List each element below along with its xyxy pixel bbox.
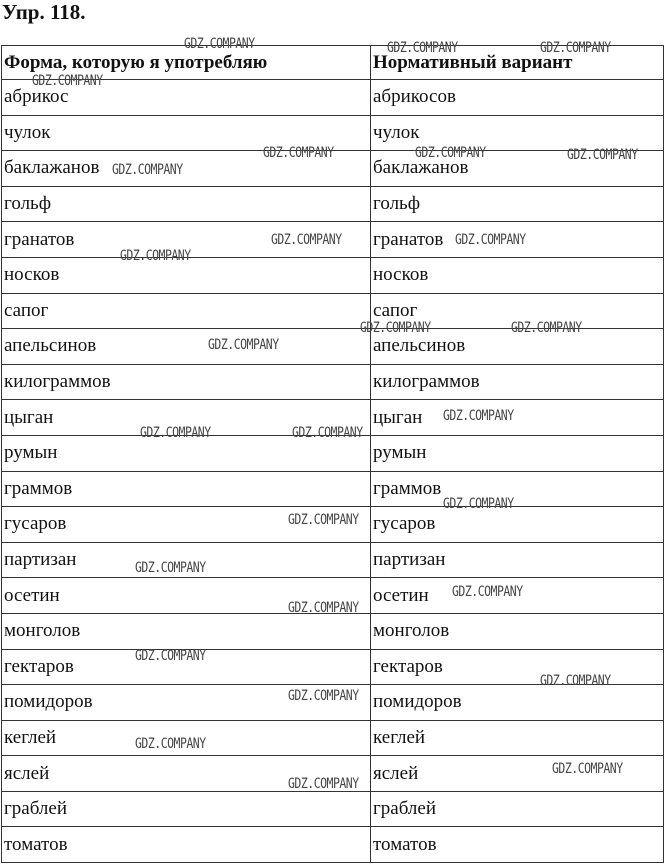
watermark: GDZ.COMPANY bbox=[452, 582, 523, 600]
table-row: партизан партизан bbox=[1, 541, 664, 579]
normative-form-cell: граммов bbox=[370, 470, 664, 508]
used-form-cell: помидоров bbox=[1, 684, 371, 721]
watermark: GDZ.COMPANY bbox=[112, 160, 183, 178]
watermark: GDZ.COMPANY bbox=[135, 734, 206, 752]
used-form-cell: румын bbox=[1, 434, 371, 472]
used-form-cell: монголов bbox=[1, 612, 371, 650]
watermark: GDZ.COMPANY bbox=[415, 143, 486, 161]
watermark: GDZ.COMPANY bbox=[540, 671, 611, 689]
normative-form-cell: томатов bbox=[370, 826, 664, 864]
table-row: румын румын bbox=[1, 434, 664, 472]
watermark: GDZ.COMPANY bbox=[387, 38, 458, 56]
normative-form-cell: цыган bbox=[370, 399, 664, 436]
normative-form-cell: баклажанов bbox=[370, 150, 664, 187]
watermark: GDZ.COMPANY bbox=[32, 71, 103, 89]
used-form-cell: сапог bbox=[1, 292, 371, 330]
table-row: помидоров помидоров bbox=[1, 684, 664, 721]
normative-form-cell: сапог bbox=[370, 292, 664, 330]
watermark: GDZ.COMPANY bbox=[140, 423, 211, 441]
table-row: гольф гольф bbox=[1, 185, 664, 223]
normative-form-cell: гусаров bbox=[370, 506, 664, 543]
watermark: GDZ.COMPANY bbox=[552, 759, 623, 777]
table-row: цыган цыган bbox=[1, 399, 664, 436]
table-row: гектаров гектаров bbox=[1, 648, 664, 686]
used-form-cell: осетин bbox=[1, 577, 371, 614]
watermark: GDZ.COMPANY bbox=[288, 510, 359, 528]
used-form-cell: яслей bbox=[1, 755, 371, 792]
table-row: граммов граммов bbox=[1, 470, 664, 508]
normative-form-cell: кеглей bbox=[370, 719, 664, 757]
watermark: GDZ.COMPANY bbox=[567, 145, 638, 163]
normative-form-cell: носков bbox=[370, 256, 664, 294]
used-form-cell: гольф bbox=[1, 185, 371, 223]
normative-form-cell: партизан bbox=[370, 541, 664, 579]
normative-form-cell: помидоров bbox=[370, 684, 664, 721]
watermark: GDZ.COMPANY bbox=[184, 34, 255, 52]
watermark: GDZ.COMPANY bbox=[271, 230, 342, 248]
table-row: чулок чулок bbox=[1, 114, 664, 152]
used-form-cell: носков bbox=[1, 256, 371, 294]
table-row: яслей яслей bbox=[1, 755, 664, 792]
normative-form-cell: гектаров bbox=[370, 648, 664, 686]
watermark: GDZ.COMPANY bbox=[208, 335, 279, 353]
normative-form-cell: килограммов bbox=[370, 363, 664, 401]
used-form-cell: граммов bbox=[1, 470, 371, 508]
used-form-cell: апельсинов bbox=[1, 328, 371, 365]
watermark: GDZ.COMPANY bbox=[443, 406, 514, 424]
used-form-cell: кеглей bbox=[1, 719, 371, 757]
used-form-cell: гранатов bbox=[1, 221, 371, 258]
table-row: граблей граблей bbox=[1, 790, 664, 828]
used-form-cell: цыган bbox=[1, 399, 371, 436]
table-row: баклажанов баклажанов bbox=[1, 150, 664, 187]
table-row: кеглей кеглей bbox=[1, 719, 664, 757]
normative-form-cell: монголов bbox=[370, 612, 664, 650]
watermark: GDZ.COMPANY bbox=[292, 423, 363, 441]
table-row: гранатов гранатов bbox=[1, 221, 664, 258]
watermark: GDZ.COMPANY bbox=[120, 246, 191, 264]
normative-form-cell: гольф bbox=[370, 185, 664, 223]
exercise-title: Упр. 118. bbox=[2, 0, 86, 24]
watermark: GDZ.COMPANY bbox=[288, 686, 359, 704]
normative-form-cell: чулок bbox=[370, 114, 664, 152]
normative-form-cell: граблей bbox=[370, 790, 664, 828]
normative-form-cell: апельсинов bbox=[370, 328, 664, 365]
watermark: GDZ.COMPANY bbox=[511, 318, 582, 336]
used-form-cell: граблей bbox=[1, 790, 371, 828]
table-row: монголов монголов bbox=[1, 612, 664, 650]
table-row: апельсинов апельсинов bbox=[1, 328, 664, 365]
table-header-row: Форма, которую я употребляю Нормативный … bbox=[1, 45, 664, 80]
table-row: осетин осетин bbox=[1, 577, 664, 614]
normative-form-cell: гранатов bbox=[370, 221, 664, 258]
watermark: GDZ.COMPANY bbox=[540, 38, 611, 56]
used-form-cell: партизан bbox=[1, 541, 371, 579]
header-used-form: Форма, которую я употребляю bbox=[1, 45, 371, 80]
watermark: GDZ.COMPANY bbox=[360, 318, 431, 336]
watermark: GDZ.COMPANY bbox=[455, 230, 526, 248]
watermark: GDZ.COMPANY bbox=[288, 598, 359, 616]
header-normative-form: Нормативный вариант bbox=[370, 45, 664, 80]
table-row: томатов томатов bbox=[1, 826, 664, 864]
watermark: GDZ.COMPANY bbox=[263, 143, 334, 161]
normative-form-cell: румын bbox=[370, 434, 664, 472]
used-form-cell: килограммов bbox=[1, 363, 371, 401]
watermark: GDZ.COMPANY bbox=[443, 494, 514, 512]
table-row: сапог сапог bbox=[1, 292, 664, 330]
watermark: GDZ.COMPANY bbox=[135, 558, 206, 576]
table-row: абрикос абрикосов bbox=[1, 79, 664, 116]
used-form-cell: томатов bbox=[1, 826, 371, 864]
normative-form-cell: абрикосов bbox=[370, 79, 664, 116]
table-row: носков носков bbox=[1, 256, 664, 294]
watermark: GDZ.COMPANY bbox=[135, 646, 206, 664]
word-forms-table: Форма, которую я употребляю Нормативный … bbox=[1, 45, 664, 864]
table-row: килограммов килограммов bbox=[1, 363, 664, 401]
watermark: GDZ.COMPANY bbox=[288, 774, 359, 792]
used-form-cell: баклажанов bbox=[1, 150, 371, 187]
